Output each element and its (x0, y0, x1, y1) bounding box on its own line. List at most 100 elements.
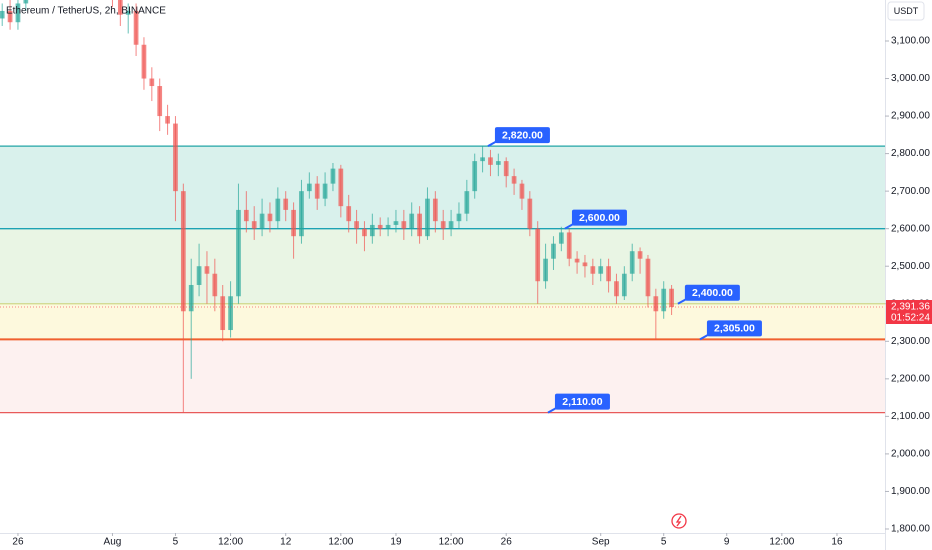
last-price-label: 2,391.36 (891, 302, 930, 313)
candle-body (212, 273, 218, 297)
x-tick-label: 16 (831, 537, 843, 548)
chart-title: Ethereum / TetherUS, 2h, BINANCE (6, 6, 166, 17)
candle-body (488, 157, 493, 165)
candle-body (409, 213, 415, 229)
y-tick-label: 2,000.00 (891, 449, 930, 460)
candle-body (7, 10, 13, 23)
candle-body (653, 296, 659, 312)
candle-body (432, 198, 438, 222)
candle-body (354, 221, 359, 229)
candle-body (157, 86, 163, 117)
callout-label: 2,600.00 (579, 212, 620, 224)
candle-body (259, 213, 265, 229)
candle-body (314, 183, 320, 199)
candle-body (503, 161, 509, 177)
y-tick-label: 2,800.00 (891, 148, 930, 159)
candle-body (306, 183, 312, 192)
candle-body (535, 228, 541, 282)
candle-body (566, 232, 572, 259)
callout-box (571, 209, 627, 226)
candle-body (125, 10, 131, 15)
plot-area (0, 0, 885, 414)
y-tick-label: 2,900.00 (891, 111, 930, 122)
candle-body (385, 224, 391, 229)
y-tick-label: 3,000.00 (891, 73, 930, 84)
candle-body (291, 209, 296, 237)
candle-body (299, 191, 304, 237)
candle-body (322, 183, 328, 199)
candle-body (669, 288, 674, 307)
candle-body (338, 168, 344, 207)
candle-body (283, 198, 289, 210)
candle-body (251, 221, 257, 229)
currency-box[interactable] (887, 1, 925, 21)
y-tick-label: 2,500.00 (891, 261, 930, 272)
callout-label: 2,305.00 (714, 323, 755, 335)
alert-icon[interactable] (671, 513, 687, 529)
candle-body (204, 266, 210, 274)
candle-body (196, 266, 202, 285)
x-tick-label: 12:00 (439, 537, 464, 548)
currency[interactable]: USDT (894, 6, 919, 16)
candle-body (362, 228, 367, 237)
candle-body (330, 168, 336, 184)
candle-body (149, 78, 155, 87)
candle-body (511, 176, 517, 184)
y-tick-label: 2,200.00 (891, 373, 930, 384)
x-tick-label: 12:00 (328, 537, 353, 548)
y-tick-label: 3,100.00 (891, 36, 930, 47)
candle-body (165, 116, 170, 124)
candle-body (527, 198, 533, 229)
candle-body (0, 10, 5, 19)
candle-body (598, 266, 604, 274)
candle-body (582, 262, 588, 267)
candle-body (173, 123, 178, 192)
candle-body (590, 266, 596, 274)
y-tick-label: 2,600.00 (891, 223, 930, 234)
candle-body (220, 296, 226, 331)
candle-body (236, 209, 241, 297)
alert-bolt[interactable] (675, 515, 682, 527)
candle-body (141, 44, 147, 79)
callout-box (554, 393, 610, 410)
candle-body (180, 191, 186, 312)
callout-label: 2,110.00 (562, 396, 602, 408)
candle-body (629, 251, 635, 274)
y-tick-label: 2,300.00 (891, 336, 930, 347)
candle-body (621, 273, 627, 297)
candle-body (369, 224, 375, 237)
candle-body (117, 0, 123, 15)
candle-body (15, 3, 21, 23)
x-tick-label: 5 (661, 537, 667, 548)
zone (0, 339, 885, 413)
candle-body (661, 288, 667, 312)
candle-body (519, 183, 525, 199)
y-tick-label: 2,100.00 (891, 411, 930, 422)
candle-body (377, 224, 383, 229)
candle-body (23, 0, 29, 4)
alert-circle[interactable] (671, 513, 687, 529)
y-tick-label: 1,800.00 (891, 524, 930, 535)
candle-body (448, 221, 454, 229)
candle-body (243, 209, 249, 222)
x-tick-label: 12:00 (218, 537, 243, 548)
x-tick-label: Aug (104, 537, 122, 548)
candle-body (645, 258, 651, 297)
candle-body (543, 258, 548, 282)
candle-body (614, 281, 619, 297)
x-tick-label: 12 (280, 537, 292, 548)
x-tick-label: 9 (724, 537, 730, 548)
zone (0, 146, 885, 229)
candle-body (495, 161, 501, 165)
candle-body (267, 213, 273, 222)
candle-body (558, 232, 564, 244)
candle-body (275, 198, 281, 222)
x-tick-label: 12:00 (769, 537, 794, 548)
x-tick-label: Sep (592, 537, 610, 548)
candle-body (346, 206, 352, 222)
candle-body (440, 221, 446, 229)
candle-body (393, 221, 399, 225)
callout-label: 2,400.00 (692, 287, 733, 299)
candle-body (228, 296, 233, 331)
